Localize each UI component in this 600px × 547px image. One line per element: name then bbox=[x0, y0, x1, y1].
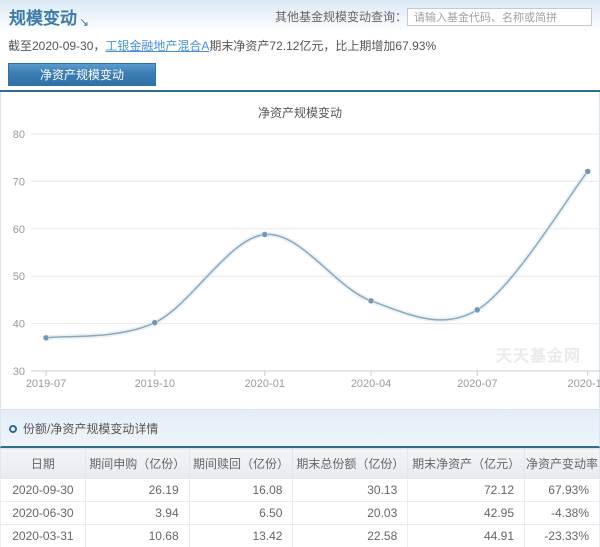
svg-text:70: 70 bbox=[13, 176, 25, 188]
svg-text:2020-07: 2020-07 bbox=[457, 378, 497, 390]
svg-text:2019-10: 2019-10 bbox=[135, 378, 175, 390]
svg-text:30: 30 bbox=[13, 366, 25, 378]
svg-text:2019-07: 2019-07 bbox=[26, 378, 66, 390]
svg-text:2020-01: 2020-01 bbox=[245, 378, 285, 390]
svg-text:60: 60 bbox=[13, 224, 25, 236]
svg-text:40: 40 bbox=[13, 319, 25, 331]
svg-text:2020-10: 2020-10 bbox=[568, 378, 600, 390]
svg-text:80: 80 bbox=[13, 129, 25, 141]
svg-text:2020-04: 2020-04 bbox=[351, 378, 391, 390]
svg-text:50: 50 bbox=[13, 271, 25, 283]
